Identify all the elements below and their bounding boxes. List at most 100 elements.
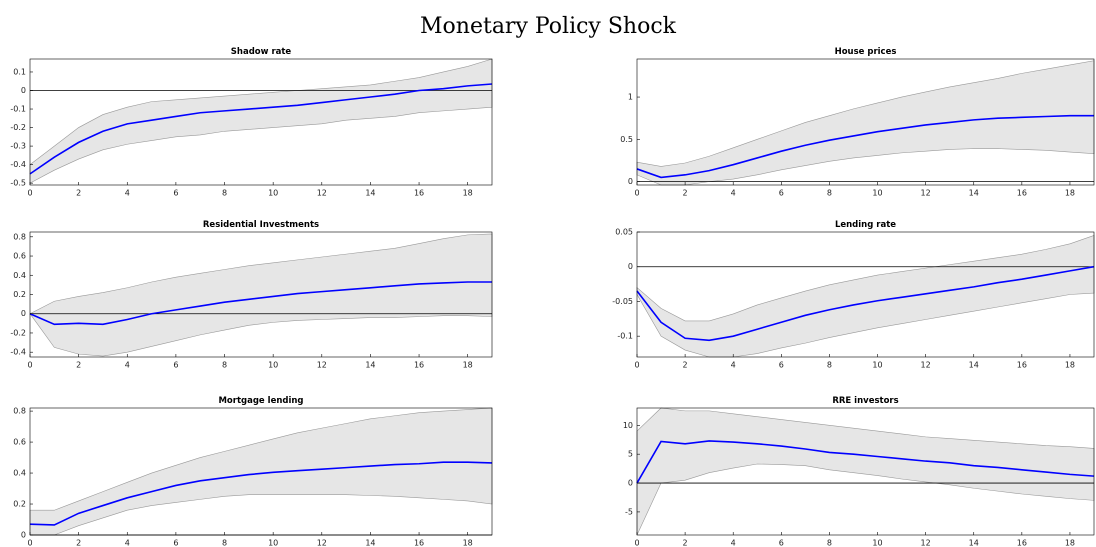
x-tick-label: 14 (969, 539, 979, 547)
x-tick-label: 10 (872, 539, 882, 547)
x-tick-label: 6 (779, 539, 784, 547)
y-tick-label: 0 (21, 309, 26, 318)
x-tick-label: 0 (634, 361, 639, 370)
y-tick-label: -0.2 (10, 328, 26, 337)
x-tick-label: 2 (683, 361, 688, 370)
x-tick-label: 12 (317, 361, 327, 370)
x-tick-label: 8 (827, 539, 832, 547)
y-tick-label: -5 (625, 507, 633, 516)
y-tick-label: -0.2 (10, 123, 26, 132)
x-tick-label: 12 (921, 361, 931, 370)
y-tick-label: 0 (628, 177, 633, 186)
axes-frame (636, 231, 1095, 358)
x-tick-label: 4 (731, 539, 736, 547)
x-tick-label: 10 (268, 361, 278, 370)
x-tick-label: 18 (463, 189, 473, 198)
x-tick-label: 2 (76, 539, 81, 547)
y-tick-label: 0 (21, 86, 26, 95)
x-tick-label: 12 (317, 539, 327, 547)
confidence-band (636, 407, 1095, 536)
panel-title: Shadow rate (231, 47, 292, 57)
panel-title: House prices (835, 47, 897, 57)
x-tick-label: 10 (268, 189, 278, 198)
x-tick-label: 10 (872, 189, 882, 198)
confidence-band (29, 58, 493, 184)
x-tick-label: 16 (414, 361, 424, 370)
series-line (636, 440, 1095, 484)
axes-frame (636, 58, 1095, 186)
axes-frame (29, 58, 493, 186)
y-tick-label: 0.4 (13, 469, 26, 478)
y-tick-label: 0.4 (13, 271, 26, 280)
x-tick-label: 18 (1065, 361, 1075, 370)
x-tick-label: 18 (1065, 189, 1075, 198)
x-tick-label: 2 (76, 361, 81, 370)
x-tick-label: 6 (173, 189, 178, 198)
x-tick-label: 14 (365, 539, 375, 547)
x-tick-label: 8 (222, 539, 227, 547)
y-tick-label: 0.8 (13, 232, 26, 241)
y-tick-label: 5 (628, 450, 633, 459)
x-tick-label: 12 (317, 189, 327, 198)
x-tick-label: 10 (268, 539, 278, 547)
x-tick-label: 18 (463, 361, 473, 370)
y-tick-label: -0.4 (10, 160, 26, 169)
confidence-band (636, 235, 1095, 358)
x-tick-label: 14 (969, 361, 979, 370)
y-tick-label: 0 (21, 531, 26, 540)
y-tick-label: 0.6 (13, 438, 26, 447)
x-tick-label: 6 (779, 189, 784, 198)
y-tick-label: 0 (628, 479, 633, 488)
series-line (636, 114, 1094, 179)
figure-title: Monetary Policy Shock (420, 14, 677, 39)
y-tick-label: -0.3 (10, 142, 26, 151)
x-tick-label: 14 (969, 189, 979, 198)
x-tick-label: 18 (1065, 539, 1075, 547)
x-tick-label: 12 (921, 539, 931, 547)
x-tick-label: 4 (731, 361, 736, 370)
x-tick-label: 0 (27, 539, 32, 547)
x-tick-label: 2 (76, 189, 81, 198)
x-tick-label: 10 (872, 361, 882, 370)
x-tick-label: 18 (463, 539, 473, 547)
confidence-band (29, 233, 493, 357)
x-tick-label: 6 (173, 361, 178, 370)
x-tick-label: 0 (634, 539, 639, 547)
y-tick-label: 0 (628, 262, 633, 271)
confidence-band (636, 60, 1095, 186)
x-tick-label: 6 (173, 539, 178, 547)
x-tick-label: 0 (634, 189, 639, 198)
panel-title: RRE investors (832, 396, 898, 406)
x-tick-label: 16 (1017, 189, 1027, 198)
x-tick-label: 2 (683, 189, 688, 198)
series-line (29, 281, 492, 326)
x-tick-label: 2 (683, 539, 688, 547)
x-tick-label: 4 (125, 189, 130, 198)
y-tick-label: 0.5 (620, 135, 633, 144)
x-tick-label: 8 (222, 189, 227, 198)
x-tick-label: 4 (731, 189, 736, 198)
panel-title: Mortgage lending (218, 396, 303, 406)
x-tick-label: 16 (1017, 361, 1027, 370)
x-tick-label: 12 (921, 189, 931, 198)
y-tick-label: -0.1 (10, 105, 26, 114)
x-tick-label: 8 (827, 189, 832, 198)
y-tick-label: 0.6 (13, 252, 26, 261)
panel-title: Residential Investments (203, 220, 319, 230)
x-tick-label: 0 (27, 189, 32, 198)
y-tick-label: -0.05 (612, 297, 633, 306)
y-tick-label: 0.05 (615, 228, 633, 237)
y-tick-label: 0.2 (13, 500, 26, 509)
x-tick-label: 16 (1017, 539, 1027, 547)
y-tick-label: 0.1 (13, 67, 26, 76)
x-tick-label: 8 (222, 361, 227, 370)
y-tick-label: 10 (623, 421, 633, 430)
x-tick-label: 14 (365, 361, 375, 370)
x-tick-label: 8 (827, 361, 832, 370)
y-tick-label: -0.4 (10, 348, 26, 357)
y-tick-label: 0.2 (13, 290, 26, 299)
series-line (636, 265, 1095, 342)
x-tick-label: 14 (365, 189, 375, 198)
confidence-band (29, 407, 493, 536)
